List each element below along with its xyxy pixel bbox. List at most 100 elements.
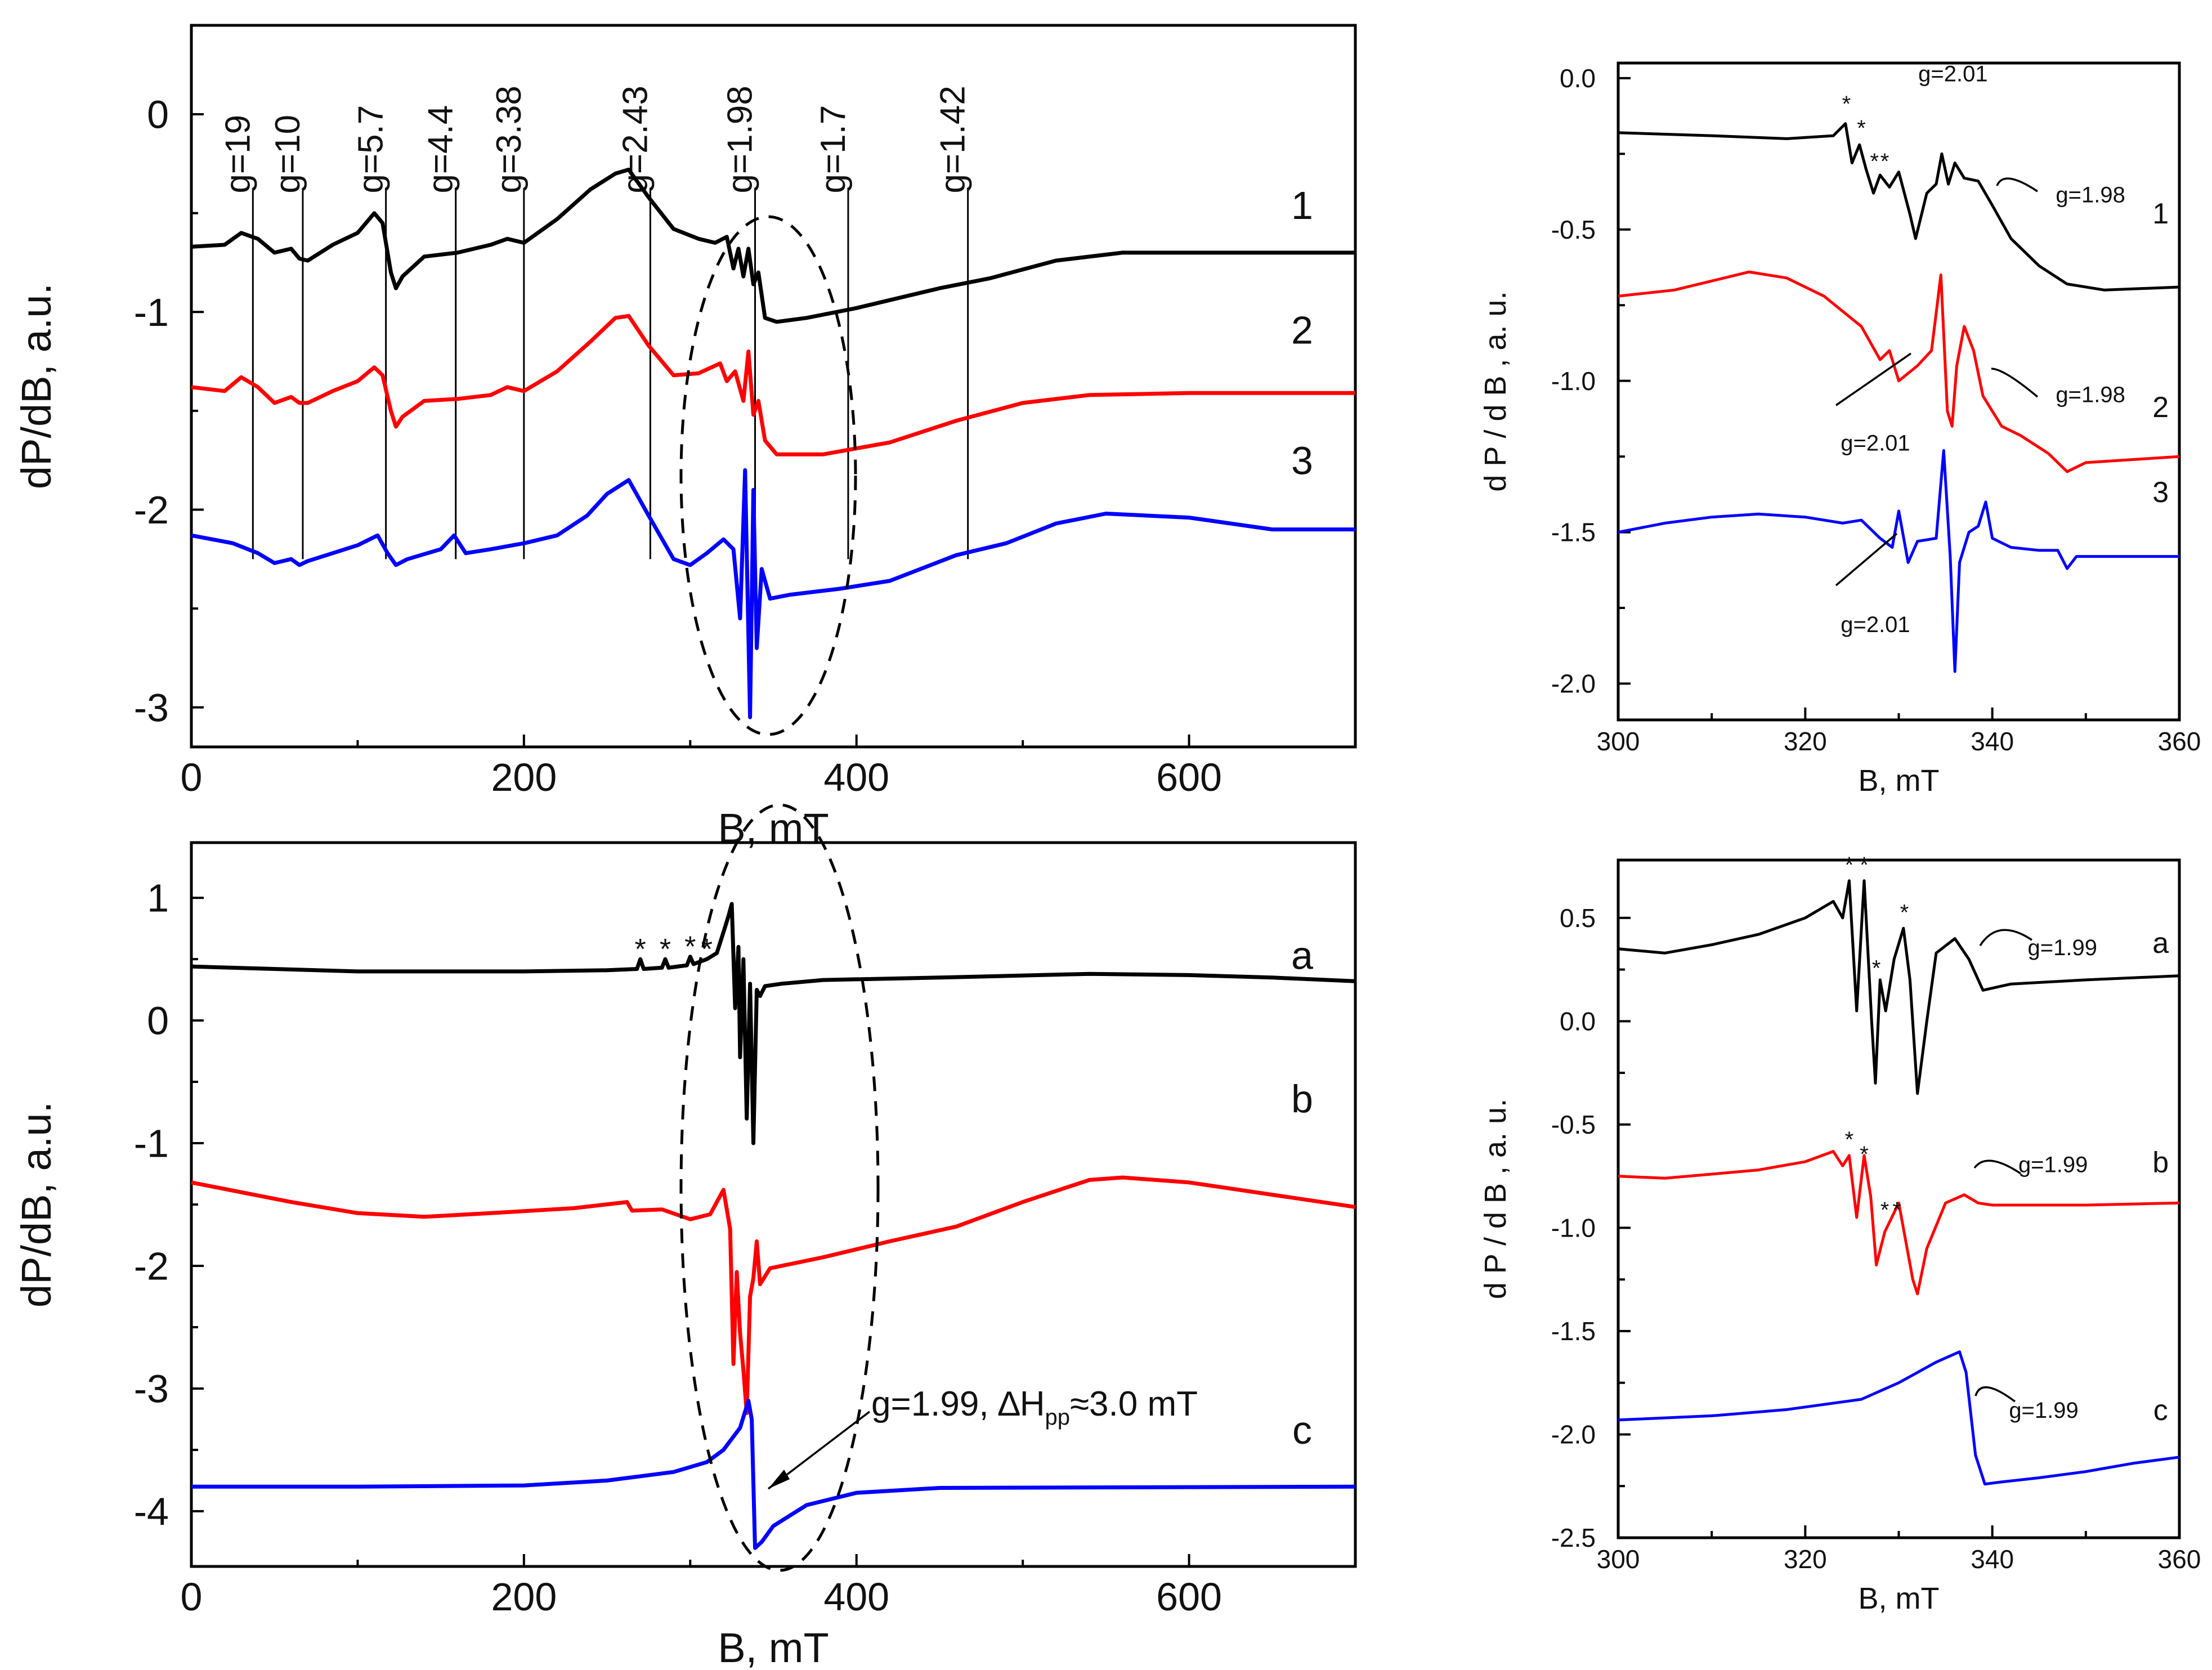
y-tick-label: -1.0 [1551, 366, 1596, 396]
x-tick-label: 340 [1971, 1544, 2014, 1574]
y-tick-label: -1 [134, 290, 169, 334]
g-value-annotation: g=2.01 [1841, 612, 1910, 637]
curved-arrow [1973, 1159, 2021, 1175]
impurity-star-marker: * [1845, 1127, 1854, 1152]
plot-frame [190, 24, 1357, 749]
y-axis-title: dP/dB, a.u. [13, 1102, 60, 1308]
y-tick-label: 0 [147, 93, 169, 137]
linewidth-subscript: pp [1045, 1405, 1071, 1430]
g-value-annotation: g=2.01 [1841, 431, 1910, 455]
x-tick-label: 0 [181, 755, 203, 799]
series-label-b: b [2152, 1146, 2169, 1179]
straight-arrow [1835, 352, 1911, 406]
x-tick-label: 360 [2158, 1544, 2201, 1574]
y-tick-label: -1.5 [1551, 1317, 1596, 1346]
series-label-b: b [1291, 1077, 1313, 1121]
y-tick-label: -0.5 [1551, 215, 1596, 244]
series-line-a [1618, 879, 2180, 1095]
impurity-star-marker: * [1860, 853, 1869, 877]
y-tick-label: 1 [147, 876, 169, 920]
g-value-label: g=1.7 [814, 105, 853, 194]
y-tick-label: 0.0 [1560, 64, 1596, 93]
impurity-star-marker: * [1870, 149, 1879, 174]
series-line-1 [1618, 122, 2180, 292]
y-tick-label: -2.0 [1551, 1420, 1596, 1449]
series-label-a: a [1291, 934, 1313, 978]
y-tick-label: 0 [147, 999, 169, 1043]
x-tick-label: 340 [1971, 727, 2014, 756]
series-label-1: 1 [2152, 198, 2169, 230]
x-tick-label: 400 [823, 755, 889, 799]
y-tick-label: -1.0 [1551, 1213, 1596, 1242]
series-line-1 [191, 167, 1355, 324]
curved-arrow [1979, 929, 2032, 946]
impurity-star-marker: * [1892, 1198, 1901, 1223]
x-tick-label: 600 [1156, 755, 1222, 799]
y-tick-label: -2.5 [1551, 1523, 1596, 1552]
g-linewidth-annotation: g=1.99, ∆Hpp≈3.0 mT [871, 1385, 1198, 1430]
y-tick-label: -3 [134, 686, 169, 729]
x-tick-label: 320 [1784, 1544, 1827, 1574]
g-value-annotation: g=1.99 [2009, 1398, 2078, 1423]
series-line-a [191, 902, 1356, 1145]
x-tick-label: 600 [1156, 1575, 1222, 1619]
g-value-label: g=3.38 [490, 86, 529, 193]
impurity-star-marker: * [660, 933, 671, 966]
series-label-2: 2 [1291, 308, 1313, 352]
impurity-star-marker: * [701, 933, 713, 966]
series-line-b [191, 1175, 1356, 1415]
straight-arrow [1835, 532, 1898, 586]
impurity-star-marker: * [1857, 116, 1866, 141]
x-tick-label: 200 [491, 755, 557, 799]
plot-frame [190, 841, 1357, 1568]
y-tick-label: -1 [134, 1122, 169, 1166]
series-label-3: 3 [1291, 438, 1313, 482]
x-tick-label: 0 [181, 1575, 203, 1619]
g-value-label: g=19 [218, 115, 257, 194]
arrow-head [768, 1470, 790, 1489]
y-tick-label: -3 [134, 1367, 169, 1411]
g-value-annotation: g=2.01 [1918, 61, 1987, 86]
panel-bottom-left-spectra-a-b-c: 0 200 400 600 1 0 -1 -2 -3 -4 B, mT dP/dB, a.u. a b c *… [13, 803, 1357, 1670]
impurity-star-marker: * [1842, 92, 1851, 117]
y-tick-label: 0.0 [1560, 1006, 1596, 1036]
panel-bottom-right-zoom-a-b-c: 300 320 340 360 0.5 0.0 -0.5 -1.0 -1.5 -2.0 -2.5 B,… [1479, 853, 2201, 1615]
highlight-ellipse [679, 803, 880, 1572]
series-label-a: a [2152, 927, 2169, 960]
x-tick-label: 300 [1597, 727, 1640, 756]
series-label-c: c [2153, 1394, 2168, 1427]
linewidth-value: ≈3.0 mT [1070, 1385, 1198, 1423]
curved-arrow [1991, 368, 2039, 398]
x-axis-title: B, mT [718, 1624, 829, 1670]
impurity-star-marker: * [635, 933, 646, 966]
series-line-b [1618, 1150, 2180, 1296]
series-label-c: c [1292, 1408, 1312, 1452]
highlight-ellipse [679, 215, 857, 736]
impurity-star-marker: * [1845, 853, 1854, 877]
g-value-annotation: g=1.99 [2028, 935, 2097, 960]
g-value-label: g=10 [268, 115, 307, 194]
series-line-3 [191, 468, 1355, 719]
y-tick-label: -2.0 [1551, 669, 1596, 699]
y-axis-title: d P / d B , a. u. [1479, 1099, 1512, 1299]
y-tick-label: -4 [134, 1489, 169, 1533]
x-tick-label: 300 [1597, 1544, 1640, 1574]
y-tick-label: 0.5 [1560, 903, 1596, 933]
impurity-star-marker: * [1872, 956, 1881, 981]
series-label-3: 3 [2152, 476, 2169, 509]
g-value-label: g=5.7 [352, 105, 391, 194]
x-axis-title: B, mT [1859, 764, 1940, 798]
series-label-1: 1 [1291, 183, 1313, 227]
impurity-star-marker: * [1880, 1198, 1889, 1223]
x-tick-label: 360 [2158, 727, 2201, 756]
g-value-label: g=2.43 [616, 86, 655, 193]
x-tick-label: 200 [491, 1575, 557, 1619]
g-value-label: g=1.42 [934, 86, 973, 193]
curved-arrow [1996, 177, 2038, 192]
impurity-star-marker: * [684, 931, 696, 964]
panel-top-right-zoom-1-2-3: 300 320 340 360 0.0 -0.5 -1.0 -1.5 -2.0 B, mT d P … [1479, 61, 2201, 798]
g-value-annotation: g=1.98 [2056, 382, 2125, 407]
x-axis-title: B, mT [1859, 1582, 1940, 1615]
